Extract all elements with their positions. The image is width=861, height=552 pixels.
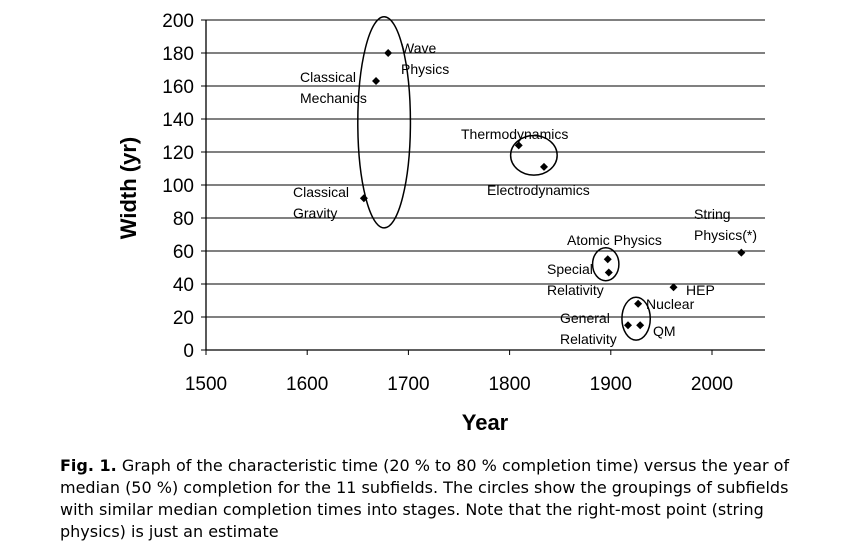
data-point [624,321,633,330]
scatter-chart: 0 20 40 60 80 100 120 140 160 180 200 1500 1600 1700… [116,11,765,435]
x-tick-label: 2000 [691,374,733,395]
data-point [634,299,643,308]
grouping-circles [357,15,652,341]
point-label: Gravity [293,205,337,221]
data-point [372,77,381,86]
axes [205,20,765,351]
y-tick-labels: 0 20 40 60 80 100 120 140 160 180 200 [162,11,194,362]
x-tick-label: 1600 [286,374,328,395]
y-tick-label: 140 [162,110,194,131]
point-label: String [694,206,731,222]
point-label: Electrodynamics [487,182,590,198]
x-tick-label: 1700 [387,374,429,395]
caption-text: Graph of the characteristic time (20 % t… [60,456,790,541]
x-tick-labels: 1500 1600 1700 1800 1900 2000 [185,374,733,395]
point-label: Nuclear [646,296,695,312]
point-label: Thermodynamics [461,126,568,142]
point-label: Relativity [547,282,604,298]
point-label: QM [653,323,676,339]
x-tick-label: 1800 [488,374,530,395]
grid-lines [201,19,765,355]
data-point [636,321,645,330]
figure-caption: Fig. 1. Graph of the characteristic time… [60,455,826,543]
data-point [604,268,613,277]
data-points [359,49,746,330]
data-point [540,162,549,171]
point-label: Atomic Physics [567,232,662,248]
point-label: Mechanics [300,90,367,106]
data-point [384,49,393,57]
point-label: HEP [686,282,715,298]
y-tick-label: 40 [173,275,194,296]
y-tick-label: 180 [162,44,194,65]
data-point [359,194,368,203]
grouping-circle [357,15,412,229]
grouping-circle [509,134,558,176]
x-tick-label: 1500 [185,374,227,395]
y-tick-label: 20 [173,308,194,329]
y-tick-label: 100 [162,176,194,197]
point-label: Classical [300,69,356,85]
grouping-circle [591,246,620,282]
y-tick-label: 80 [173,209,194,230]
point-label: Physics [401,61,449,77]
point-labels: Wave Physics Classical Mechanics Classical Gr… [293,40,757,347]
grouping-circle [621,296,652,341]
y-axis-title: Width (yr) [116,137,141,239]
y-tick-label: 0 [183,341,194,362]
y-tick-label: 200 [162,11,194,32]
x-axis-title: Year [462,410,509,435]
point-label: Special [547,261,593,277]
point-label: General [560,310,610,326]
y-tick-label: 120 [162,143,194,164]
data-point [603,255,612,264]
y-tick-label: 160 [162,77,194,98]
data-point [669,283,678,292]
caption-lead: Fig. 1. [60,456,117,475]
y-tick-label: 60 [173,242,194,263]
point-label: Classical [293,184,349,200]
point-label: Relativity [560,331,617,347]
data-point [737,248,746,257]
point-label: Physics(*) [694,227,757,243]
point-label: Wave [401,40,436,56]
data-point [514,141,523,150]
x-tick-label: 1900 [590,374,632,395]
